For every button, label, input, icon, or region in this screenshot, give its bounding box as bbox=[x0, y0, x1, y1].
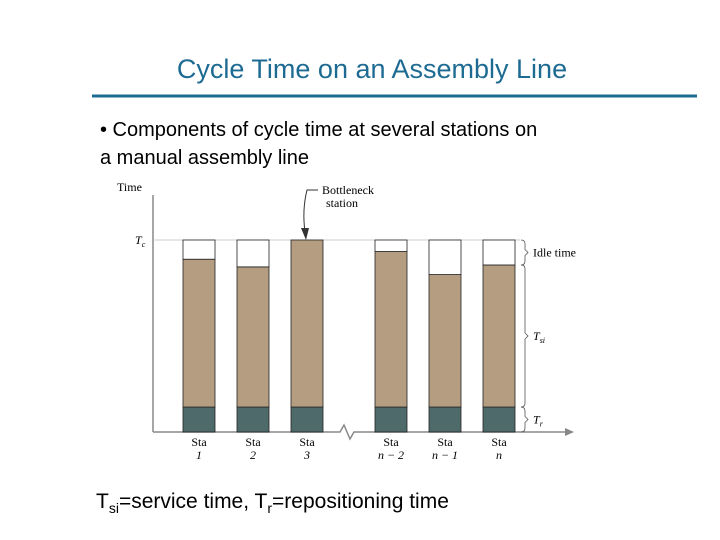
x-tick-label: Sta n − 2 bbox=[378, 435, 404, 462]
legend-label: Tr bbox=[533, 413, 544, 429]
footer-text: T bbox=[96, 490, 109, 513]
y-tick-label: Tc bbox=[135, 233, 146, 249]
bullet-line: • Components of cycle time at several st… bbox=[100, 119, 537, 141]
bar-segment bbox=[236, 239, 270, 268]
tick-line2: n bbox=[496, 448, 502, 462]
bar-segment bbox=[482, 264, 516, 408]
bar-segment bbox=[182, 239, 216, 260]
bar-segment bbox=[236, 406, 270, 433]
tick-line2: 2 bbox=[250, 448, 256, 462]
subscript: si bbox=[109, 500, 119, 516]
tick-line1: Sta bbox=[383, 435, 399, 449]
bar-segment bbox=[428, 239, 462, 275]
footer-text: =service time, T bbox=[119, 490, 268, 513]
y-axis-label: Time bbox=[117, 180, 142, 194]
bar-segment bbox=[374, 251, 408, 408]
x-arrow bbox=[565, 428, 574, 436]
tick-line2: n − 1 bbox=[432, 448, 458, 462]
tick-line2: 3 bbox=[303, 448, 310, 462]
legend-label: Tsi bbox=[533, 329, 545, 345]
footer-text: =repositioning time bbox=[272, 490, 449, 513]
subscript: r bbox=[267, 500, 272, 516]
tick-line1: Sta bbox=[245, 435, 261, 449]
slide-title: Cycle Time on an Assembly Line bbox=[177, 54, 567, 84]
x-tick-label: Sta n − 1 bbox=[432, 435, 458, 462]
legend-subscript: si bbox=[540, 336, 545, 345]
annotation-arrow bbox=[303, 189, 318, 233]
arrow-head bbox=[301, 228, 309, 240]
bar-segment bbox=[374, 239, 408, 252]
bar-segment bbox=[182, 258, 216, 408]
footer: Tsi=service time, Tr=repositioning time bbox=[96, 490, 449, 516]
x-tick-label: Sta 1 bbox=[191, 435, 207, 462]
x-tick-label: Sta 2 bbox=[245, 435, 261, 462]
tick-line1: Sta bbox=[437, 435, 453, 449]
bar-segment bbox=[374, 406, 408, 433]
bar-segment bbox=[290, 406, 324, 433]
bracket bbox=[520, 264, 529, 408]
bar-segment bbox=[482, 239, 516, 266]
tick-line2: 1 bbox=[196, 448, 202, 462]
legend-subscript: r bbox=[540, 420, 544, 429]
x-tick-label: Sta n bbox=[491, 435, 507, 462]
legend-text: T bbox=[533, 413, 541, 427]
annotation: station bbox=[326, 196, 358, 210]
tick-line1: Sta bbox=[491, 435, 507, 449]
tick-line1: Sta bbox=[299, 435, 315, 449]
tick-subscript: c bbox=[142, 240, 146, 249]
bullet-line: a manual assembly line bbox=[100, 147, 309, 169]
bar-segment bbox=[428, 406, 462, 433]
tick-line1: Sta bbox=[191, 435, 207, 449]
bar-segment bbox=[290, 239, 324, 408]
bracket bbox=[520, 406, 529, 433]
bar-segment bbox=[428, 274, 462, 408]
legend-text: T bbox=[533, 329, 541, 343]
tick-line2: n − 2 bbox=[378, 448, 404, 462]
bar-segment bbox=[236, 266, 270, 408]
x-tick-label: Sta 3 bbox=[299, 435, 315, 462]
tick-text: T bbox=[135, 233, 143, 247]
annotation: Bottleneck bbox=[322, 183, 374, 197]
legend-label: Idle time bbox=[533, 245, 576, 259]
legend-text: Idle time bbox=[533, 245, 576, 259]
bracket bbox=[520, 239, 529, 266]
bar-segment bbox=[182, 406, 216, 433]
bar-segment bbox=[482, 406, 516, 433]
